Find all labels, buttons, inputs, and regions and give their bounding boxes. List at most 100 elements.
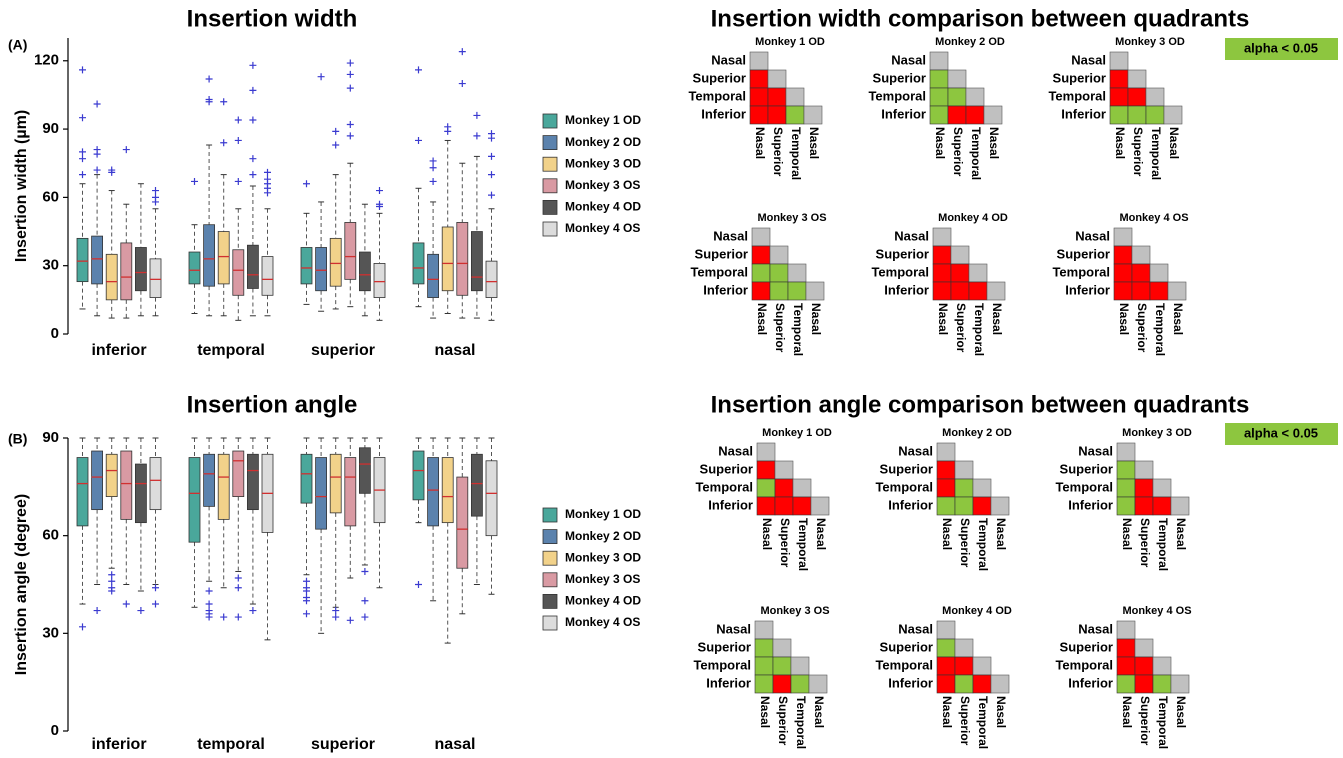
y-tick-label: 120	[34, 52, 59, 69]
outlier	[220, 98, 228, 106]
row-label: Temporal	[1055, 657, 1113, 672]
matrix-cell	[972, 674, 992, 694]
diagonal-cell	[936, 620, 956, 640]
col-label: Nasal	[814, 518, 828, 550]
legend-label: Monkey 3 OD	[565, 550, 641, 564]
diagonal-cell	[1152, 656, 1172, 676]
y-axis-label: Insertion angle (degree)	[13, 494, 30, 675]
col-label: Nasal	[933, 127, 947, 159]
diagonal-cell	[787, 263, 807, 283]
panel-title: Monkey 4 OS	[1119, 212, 1188, 224]
row-label: Temporal	[875, 479, 933, 494]
row-label: Temporal	[1052, 264, 1110, 279]
outlier	[429, 157, 437, 165]
box	[485, 460, 498, 537]
panel-title: Monkey 3 OS	[760, 605, 829, 617]
row-label: Superior	[1057, 246, 1110, 261]
matrix-cell	[1134, 656, 1154, 676]
outlier	[122, 146, 130, 154]
chart-title: Insertion width comparison between quadr…	[711, 5, 1250, 32]
row-label: Temporal	[688, 88, 746, 103]
col-label: Temporal	[972, 303, 986, 356]
col-label: Temporal	[789, 127, 803, 180]
col-label: Superior	[1131, 127, 1145, 177]
outlier	[108, 571, 116, 579]
col-label: Nasal	[812, 696, 826, 728]
outlier	[205, 600, 213, 608]
outlier	[108, 166, 116, 174]
matrix-cell	[932, 281, 952, 301]
y-tick-label: 60	[42, 527, 59, 544]
box	[261, 256, 274, 296]
legend-swatch	[542, 156, 558, 172]
legend-label: Monkey 4 OD	[565, 200, 641, 214]
outlier	[79, 148, 86, 156]
matrix-cell	[968, 281, 988, 301]
row-label: Inferior	[888, 497, 933, 512]
legend-swatch	[542, 199, 558, 215]
diagonal-cell	[1145, 87, 1165, 107]
matrix-cell	[954, 674, 974, 694]
matrix-cell	[932, 245, 952, 265]
legend-label: Monkey 4 OS	[565, 615, 640, 629]
col-label: Superior	[778, 518, 792, 568]
col-label: Nasal	[1167, 127, 1181, 159]
box	[441, 457, 454, 524]
y-tick-label: 30	[42, 257, 59, 274]
box	[300, 247, 313, 285]
matrix-cell	[947, 87, 967, 107]
outlier	[79, 155, 86, 163]
col-label: Superior	[1135, 303, 1149, 353]
box	[134, 247, 147, 292]
row-label: Inferior	[1068, 675, 1113, 690]
matrix-cell	[751, 281, 771, 301]
row-label: Nasal	[898, 443, 933, 458]
panel-title: Monkey 3 OD	[1115, 36, 1185, 48]
outlier	[415, 581, 422, 588]
row-label: Superior	[698, 639, 751, 654]
outlier	[234, 177, 242, 185]
diagonal-cell	[772, 638, 792, 658]
matrix-cell	[1116, 674, 1136, 694]
matrix-cell	[936, 460, 956, 480]
matrix-cell	[936, 674, 956, 694]
outlier	[79, 171, 86, 179]
box	[329, 453, 342, 514]
matrix-cell	[950, 281, 970, 301]
row-label: Superior	[876, 246, 929, 261]
diagonal-cell	[754, 620, 774, 640]
legend-label: Monkey 3 OD	[565, 156, 641, 170]
matrix-cell	[1134, 674, 1154, 694]
diagonal-cell	[1170, 496, 1190, 516]
outlier	[303, 577, 310, 585]
outlier	[79, 623, 86, 631]
diagonal-cell	[1127, 69, 1147, 89]
chart-title: Insertion angle	[187, 391, 358, 418]
outlier	[346, 59, 354, 67]
col-label: Superior	[958, 518, 972, 568]
outlier	[332, 127, 340, 135]
box	[427, 457, 440, 527]
panel-title: Monkey 1 OD	[755, 36, 825, 48]
box	[149, 457, 162, 511]
legend-label: Monkey 4 OS	[565, 221, 640, 235]
legend-label: alpha < 0.05	[1244, 425, 1318, 440]
row-label: Superior	[1060, 461, 1113, 476]
col-label: Nasal	[1117, 303, 1131, 335]
col-label: Temporal	[976, 696, 990, 749]
col-label: Temporal	[794, 696, 808, 749]
col-label: Nasal	[758, 696, 772, 728]
col-label: Nasal	[1174, 696, 1188, 728]
box	[217, 231, 230, 285]
matrix-cell	[1109, 87, 1129, 107]
matrix-cell	[972, 496, 992, 516]
outlier	[415, 136, 422, 144]
outlier	[473, 132, 481, 140]
row-label: Temporal	[1055, 479, 1113, 494]
matrix-cell	[1134, 478, 1154, 498]
matrix-cell	[754, 656, 774, 676]
col-label: Nasal	[755, 303, 769, 335]
outlier	[346, 70, 354, 78]
x-tick-label: superior	[311, 342, 375, 359]
panel-title: Monkey 4 OD	[938, 212, 1008, 224]
